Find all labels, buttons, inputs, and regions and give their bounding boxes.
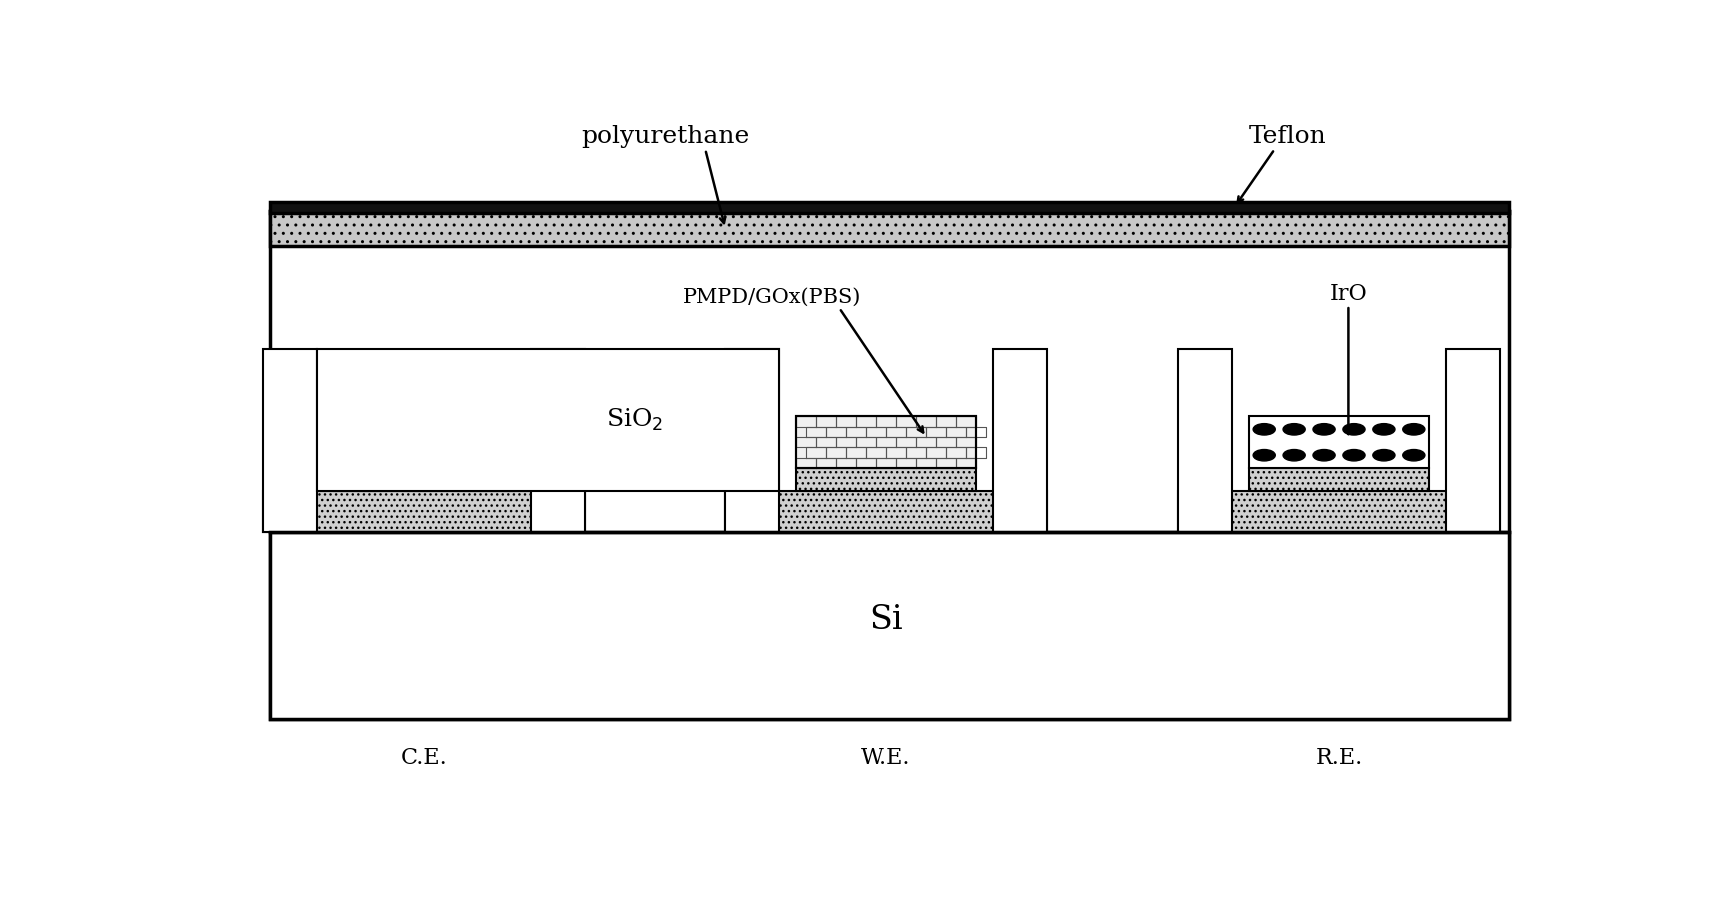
Circle shape: [1402, 423, 1425, 435]
Circle shape: [1402, 449, 1425, 461]
Text: polyurethane: polyurethane: [581, 126, 749, 148]
Bar: [726, 349, 778, 533]
Bar: [992, 349, 1048, 533]
Bar: [263, 349, 316, 533]
Bar: [797, 416, 975, 468]
Bar: [270, 211, 1509, 246]
Bar: [316, 349, 778, 491]
Bar: [726, 491, 1046, 533]
Bar: [1250, 416, 1428, 468]
Text: SiO$_2$: SiO$_2$: [605, 407, 662, 433]
Bar: [1445, 349, 1499, 533]
Bar: [1177, 491, 1499, 533]
Circle shape: [1283, 423, 1305, 435]
Bar: [263, 491, 584, 533]
Text: Teflon: Teflon: [1250, 126, 1326, 148]
Text: W.E.: W.E.: [861, 747, 911, 770]
Circle shape: [1312, 423, 1335, 435]
Bar: [270, 533, 1509, 718]
Bar: [797, 416, 975, 468]
Text: PMPD/GOx(PBS): PMPD/GOx(PBS): [683, 288, 861, 307]
Bar: [1250, 468, 1428, 491]
Circle shape: [1312, 449, 1335, 461]
Bar: [270, 211, 1509, 718]
Bar: [1177, 349, 1231, 533]
Text: Si: Si: [870, 605, 903, 636]
Circle shape: [1373, 423, 1395, 435]
Circle shape: [1254, 449, 1276, 461]
Text: IrO: IrO: [1330, 283, 1368, 305]
Text: C.E.: C.E.: [401, 747, 448, 770]
Circle shape: [1283, 449, 1305, 461]
Bar: [531, 349, 584, 533]
Text: R.E.: R.E.: [1316, 747, 1362, 770]
Circle shape: [1373, 449, 1395, 461]
Bar: [797, 468, 975, 491]
Bar: [334, 468, 514, 491]
Circle shape: [1254, 423, 1276, 435]
Circle shape: [1343, 423, 1366, 435]
Circle shape: [1343, 449, 1366, 461]
Bar: [270, 202, 1509, 213]
